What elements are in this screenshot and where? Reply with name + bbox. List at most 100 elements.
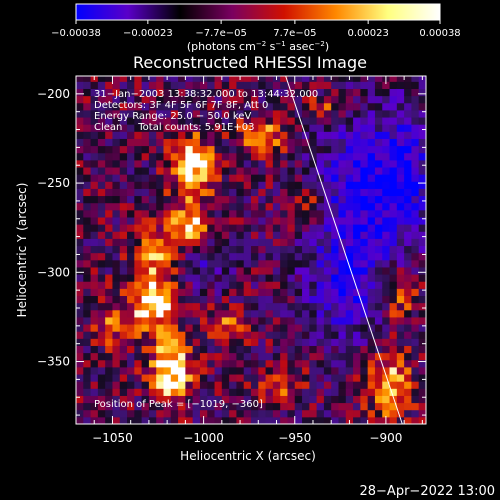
heatmap-cell xyxy=(331,81,339,89)
heatmap-cell xyxy=(316,167,325,175)
heatmap-cell xyxy=(345,395,354,404)
heatmap-cell xyxy=(272,281,281,289)
heatmap-cell xyxy=(418,402,426,411)
heatmap-cell xyxy=(389,152,398,161)
heatmap-cell xyxy=(272,295,281,304)
heatmap-cell xyxy=(287,224,296,232)
heatmap-cell xyxy=(411,202,420,211)
heatmap-cell xyxy=(170,124,179,132)
heatmap-cell xyxy=(367,281,376,289)
heatmap-cell xyxy=(97,366,106,375)
heatmap-cell xyxy=(323,195,332,204)
heatmap-cell xyxy=(316,231,325,239)
heatmap-cell xyxy=(97,174,106,182)
heatmap-cell xyxy=(207,274,216,282)
heatmap-cell xyxy=(221,409,230,418)
heatmap-cell xyxy=(148,167,157,175)
heatmap-cell xyxy=(331,266,339,275)
heatmap-cell xyxy=(170,416,179,424)
heatmap-cell xyxy=(302,145,310,154)
heatmap-cell xyxy=(163,209,172,218)
heatmap-cell xyxy=(382,159,391,168)
heatmap-cell xyxy=(404,124,412,132)
heatmap-cell xyxy=(148,402,157,411)
heatmap-cell xyxy=(396,76,405,82)
heatmap-cell xyxy=(207,331,216,339)
heatmap-cell xyxy=(207,88,216,97)
heatmap-cell xyxy=(345,409,354,418)
heatmap-cell xyxy=(331,331,339,339)
heatmap-cell xyxy=(236,366,245,375)
heatmap-cell xyxy=(236,359,245,368)
heatmap-cell xyxy=(338,388,347,396)
heatmap-cell xyxy=(404,231,412,239)
heatmap-cell xyxy=(331,352,339,361)
heatmap-cell xyxy=(134,338,143,346)
heatmap-cell xyxy=(221,302,230,311)
heatmap-cell xyxy=(134,124,143,132)
heatmap-cell xyxy=(353,381,361,389)
heatmap-cell xyxy=(251,324,259,332)
heatmap-cell xyxy=(265,174,274,182)
heatmap-cell xyxy=(214,181,223,189)
heatmap-cell xyxy=(396,224,405,232)
heatmap-cell xyxy=(251,95,259,104)
heatmap-cell xyxy=(411,238,420,247)
heatmap-cell xyxy=(148,188,157,197)
heatmap-cell xyxy=(207,159,216,168)
heatmap-cell xyxy=(178,309,186,318)
heatmap-cell xyxy=(97,195,106,204)
heatmap-cell xyxy=(112,159,121,168)
heatmap-cell xyxy=(236,402,245,411)
heatmap-cell xyxy=(185,302,194,311)
heatmap-cell xyxy=(411,188,420,197)
heatmap-cell xyxy=(418,238,426,247)
heatmap-cell xyxy=(382,302,391,311)
heatmap-cell xyxy=(367,252,376,261)
heatmap-cell xyxy=(411,209,420,218)
heatmap-cell xyxy=(134,266,143,275)
heatmap-cell xyxy=(316,131,325,139)
heatmap-cell xyxy=(243,109,252,118)
heatmap-cell xyxy=(367,345,376,354)
heatmap-cell xyxy=(418,195,426,204)
heatmap-cell xyxy=(374,316,383,325)
heatmap-cell xyxy=(309,109,318,118)
heatmap-cell xyxy=(418,88,426,97)
heatmap-cell xyxy=(287,124,296,132)
heatmap-cell xyxy=(112,331,121,339)
heatmap-cell xyxy=(97,131,106,139)
heatmap-cell xyxy=(338,209,347,218)
heatmap-cell xyxy=(367,402,376,411)
heatmap-cell xyxy=(185,238,194,247)
heatmap-cell xyxy=(199,381,208,389)
heatmap-cell xyxy=(309,209,318,218)
heatmap-cell xyxy=(148,316,157,325)
heatmap-cell xyxy=(353,109,361,118)
heatmap-cell xyxy=(156,216,164,225)
heatmap-cell xyxy=(374,381,383,389)
heatmap-cell xyxy=(382,216,391,225)
heatmap-cell xyxy=(105,231,113,239)
heatmap-cell xyxy=(331,202,339,211)
heatmap-cell xyxy=(389,138,398,147)
heatmap-cell xyxy=(294,152,303,161)
heatmap-cell xyxy=(90,109,99,118)
heatmap-cell xyxy=(411,338,420,346)
heatmap-cell xyxy=(280,316,288,325)
heatmap-cell xyxy=(76,95,84,104)
heatmap-cell xyxy=(105,188,113,197)
heatmap-cell xyxy=(316,245,325,254)
heatmap-cell xyxy=(163,359,172,368)
heatmap-cell xyxy=(83,238,92,247)
heatmap-cell xyxy=(83,167,92,175)
heatmap-cell xyxy=(199,266,208,275)
heatmap-cell xyxy=(83,402,92,411)
heatmap-cell xyxy=(199,259,208,268)
heatmap-cell xyxy=(236,316,245,325)
heatmap-cell xyxy=(156,374,164,382)
heatmap-cell xyxy=(287,238,296,247)
heatmap-cell xyxy=(156,266,164,275)
heatmap-cell xyxy=(374,81,383,89)
heatmap-cell xyxy=(141,188,150,197)
